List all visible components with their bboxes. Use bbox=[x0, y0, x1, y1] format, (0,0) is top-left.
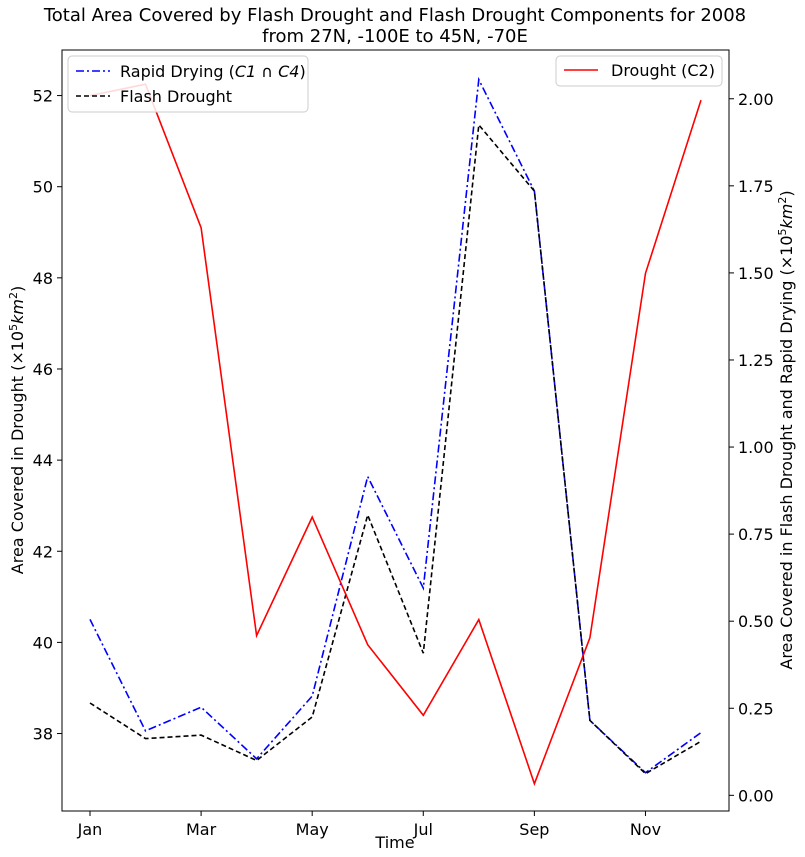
axes: Jan Mar May Jul Sep Nov 38 40 42 44 46 48 50 52 0.00 0.… bbox=[33, 87, 774, 839]
chart-title-line2: from 27N, -100E to 45N, -70E bbox=[262, 26, 528, 47]
y-right-tick-label: 1.75 bbox=[738, 177, 774, 196]
plot-lines bbox=[89, 76, 702, 787]
chart-title-line1: Total Area Covered by Flash Drought and … bbox=[43, 5, 746, 26]
y-right-tick-label: 1.00 bbox=[738, 438, 774, 457]
legend-label-drought: Drought (C2) bbox=[611, 61, 715, 80]
legend-left: Rapid Drying (C1 ∩ C4) Flash Drought bbox=[67, 55, 309, 113]
x-tick-label: Nov bbox=[630, 820, 661, 839]
legend-right: Drought (C2) bbox=[555, 55, 723, 87]
x-tick-label: Jul bbox=[413, 820, 433, 839]
x-axis-label: Time bbox=[374, 833, 414, 852]
y-right-tick-label: 1.50 bbox=[738, 264, 774, 283]
y-left-tick-label: 46 bbox=[33, 360, 53, 379]
y-left-tick-label: 42 bbox=[33, 542, 53, 561]
y-right-tick-label: 0.25 bbox=[738, 699, 774, 718]
legend-right-box bbox=[555, 55, 723, 87]
y-left-tick-label: 50 bbox=[33, 178, 53, 197]
y-right-tick-label: 0.00 bbox=[738, 786, 774, 805]
y-left-tick-label: 38 bbox=[33, 725, 53, 744]
legend-label-rapid-drying: Rapid Drying (C1 ∩ C4) bbox=[120, 62, 306, 81]
y-right-tick-label: 1.25 bbox=[738, 351, 774, 370]
legend-left-box bbox=[67, 55, 309, 113]
x-tick-label: Sep bbox=[519, 820, 549, 839]
y-right-tick-label: 2.00 bbox=[738, 90, 774, 109]
y-axis-left-label: Area Covered in Drought (×105km2) bbox=[7, 286, 27, 574]
x-tick-label: Mar bbox=[186, 820, 217, 839]
x-tick-label: Jan bbox=[77, 820, 103, 839]
x-tick-label: May bbox=[296, 820, 329, 839]
plot-frame bbox=[61, 49, 730, 812]
y-right-tick-label: 0.50 bbox=[738, 612, 774, 631]
y-axis-right-label: Area Covered in Flash Drought and Rapid … bbox=[776, 190, 796, 669]
series-line-rapid-drying-c1-c4 bbox=[89, 76, 702, 774]
series-line-flash-drought bbox=[89, 122, 702, 775]
y-left-tick-label: 48 bbox=[33, 269, 53, 288]
series-line-drought-c2 bbox=[89, 83, 702, 787]
y-left-tick-label: 40 bbox=[33, 633, 53, 652]
y-right-tick-label: 0.75 bbox=[738, 525, 774, 544]
y-left-tick-label: 44 bbox=[33, 451, 53, 470]
y-left-tick-label: 52 bbox=[33, 87, 53, 106]
legend-label-flash-drought: Flash Drought bbox=[120, 87, 232, 106]
